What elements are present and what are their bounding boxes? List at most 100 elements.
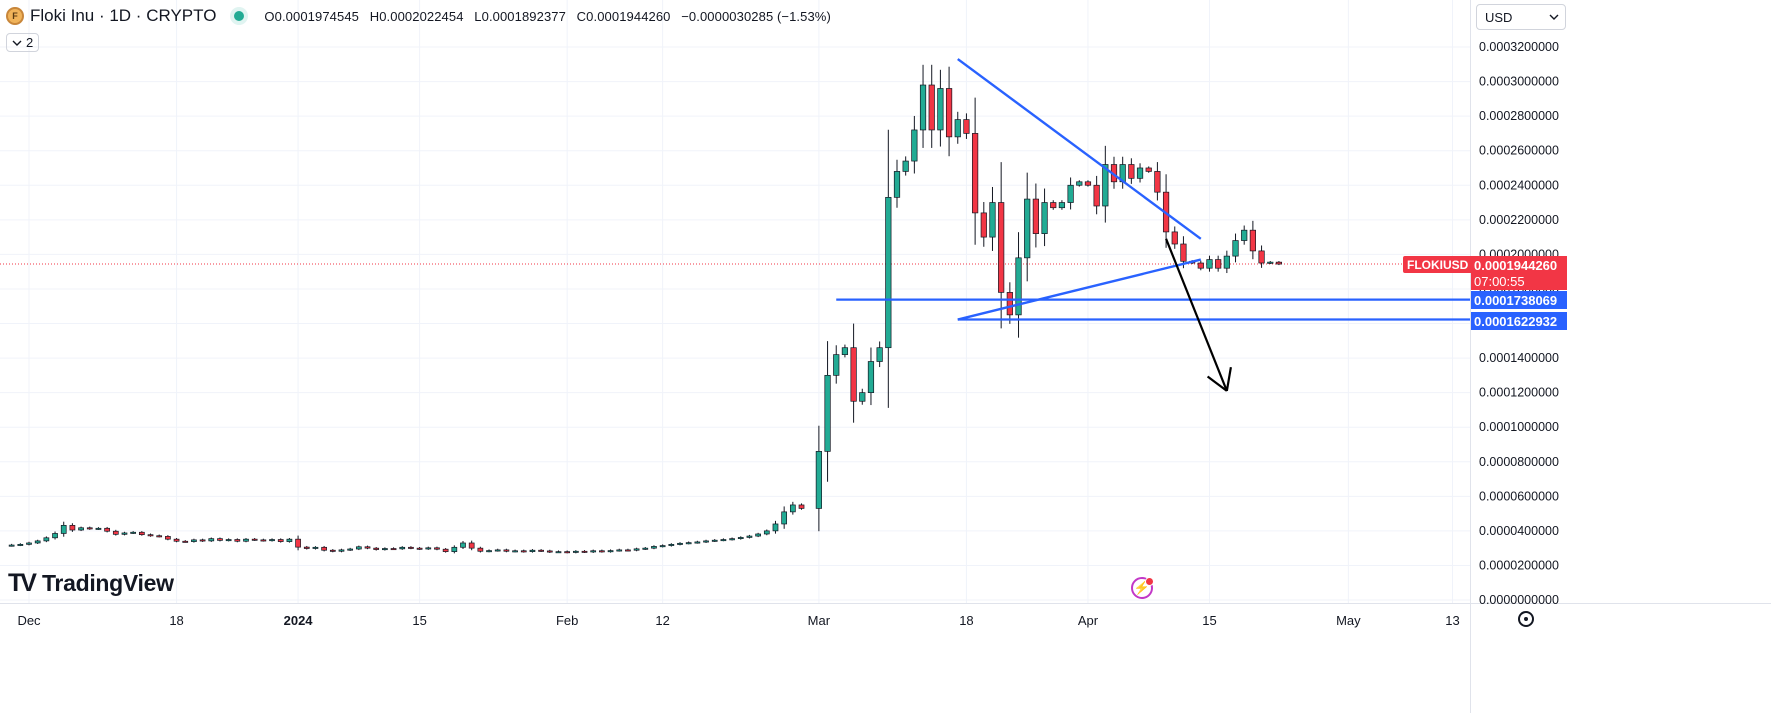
candle-body [121,532,128,535]
candle-body [945,88,953,138]
candle-body [26,542,32,545]
candle-body [69,524,76,531]
candle-body [1267,261,1274,264]
candle-body [17,544,24,546]
candle-body [130,531,137,534]
candle-body [746,535,753,538]
candle-body [1215,259,1222,269]
y-tick-label: 0.0003000000 [1479,75,1559,89]
candle-body [1145,167,1152,172]
candle-body [546,550,553,553]
y-tick-label: 0.0000400000 [1479,524,1559,538]
candle-body [1006,292,1013,316]
candle-body [1258,250,1265,264]
candle-body [685,542,692,545]
candle-body [902,160,909,172]
y-tick-label: 0.0001400000 [1479,351,1559,365]
last-price-tag: 0.0001944260 [1471,256,1567,274]
lightning-icon[interactable]: ⚡ [1131,577,1154,599]
x-tick-label: 15 [412,613,426,628]
tradingview-watermark[interactable]: TV TradingView [8,569,174,598]
candle-body [191,539,197,542]
candle-body [850,347,857,402]
candle-body [1050,202,1057,209]
candle-body [642,547,649,550]
candle-body [859,392,866,402]
candle-body [1197,262,1204,269]
candle-body [1076,181,1083,186]
candle-body [1206,259,1213,269]
candle-body [841,347,849,355]
candle-body [382,548,388,551]
candle-body [1041,202,1048,234]
currency-select[interactable]: USD [1476,4,1566,30]
floki-logo-icon: F [6,7,24,25]
candle-body [798,504,805,509]
candle-body [173,538,180,542]
candle-body [390,548,397,551]
y-tick-label: 0.0002200000 [1479,213,1559,227]
y-tick-label: 0.0002800000 [1479,109,1559,123]
candle-body [1067,184,1074,203]
candle-body [243,538,249,542]
symbol-title[interactable]: Floki Inu · 1D · CRYPTO [30,6,217,25]
indicators-toggle-button[interactable]: 2 [6,33,40,52]
candle-body [138,531,145,536]
market-status-icon[interactable] [234,11,245,21]
candle-body [494,549,501,552]
candle-body [833,354,840,376]
candle-body [364,546,371,549]
candle-body [338,549,345,552]
close-label: C [576,8,587,24]
candle-body [590,550,597,553]
x-tick-label: 18 [169,613,183,628]
candle-body [599,550,605,553]
x-tick-label: 13 [1445,613,1459,628]
candle-body [416,547,423,550]
candle-body [78,527,84,531]
y-tick-label: 0.0000800000 [1479,455,1559,469]
symbol-header: F Floki Inu · 1D · CRYPTO O0.0001974545 … [6,6,838,26]
candle-body [329,549,336,552]
projection-arrow-head [1225,367,1232,392]
candle-body [1275,261,1283,265]
x-tick-label: 12 [655,613,669,628]
candle-body [355,546,362,550]
candle-body [112,530,119,535]
candle-body [867,361,875,393]
level-tag-1: 0.0001738069 [1471,291,1567,309]
settings-gear-icon[interactable] [1518,611,1534,627]
candle-body [451,546,458,552]
candle-body [581,550,588,553]
y-tick-label: 0.0000600000 [1479,489,1559,503]
candle-body [729,538,735,541]
candle-body [1180,243,1187,262]
candle-body [1171,231,1178,245]
candle-body [737,537,744,540]
candle-body [564,551,571,554]
candle-body [199,539,206,542]
open-value: 0.0001974545 [274,8,359,24]
candle-body [468,542,475,549]
candle-body [399,546,406,550]
candle-body [1015,257,1022,316]
candle-body [503,549,510,552]
candle-body [34,540,41,544]
candle-body [182,540,189,543]
y-tick-label: 0.0001200000 [1479,386,1559,400]
candle-body [520,550,527,553]
candle-body [165,536,171,540]
trendline-lower [957,258,1202,321]
open-label: O [264,8,275,24]
x-tick-label: Apr [1078,613,1099,628]
candle-body [295,538,301,548]
x-tick-label: Feb [556,613,578,628]
candle-body [1024,198,1031,259]
candle-body [286,538,293,542]
candle-body [225,539,232,542]
candle-body [720,539,727,542]
candle-body [234,539,241,542]
candle-body [1084,181,1092,186]
low-label: L [474,8,482,24]
